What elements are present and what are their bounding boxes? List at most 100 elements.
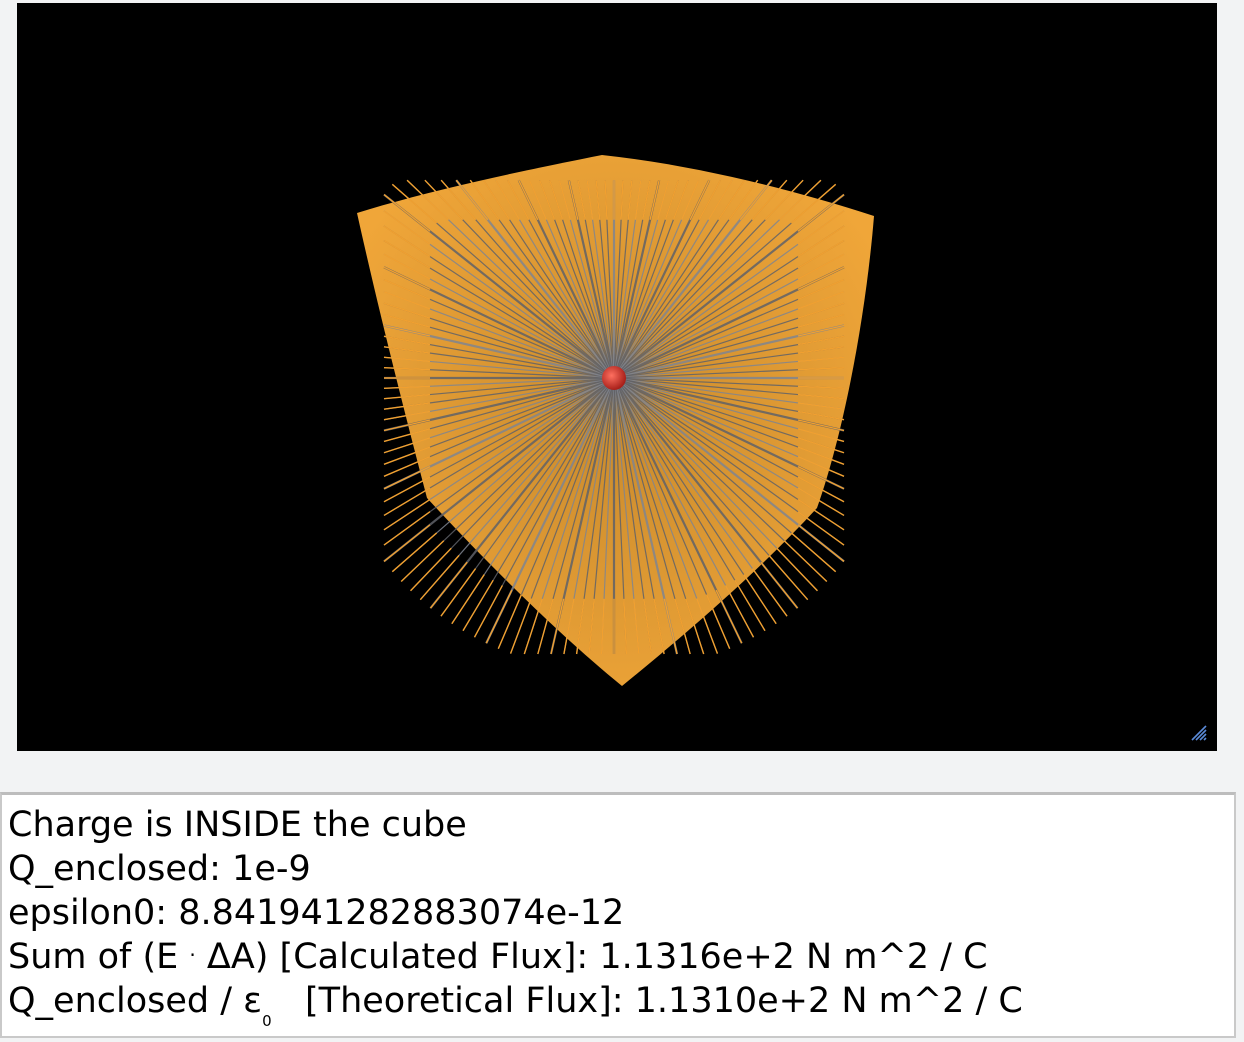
flux-arrow-tip: [797, 225, 845, 258]
flux-arrow-tip: [797, 487, 845, 517]
q-enclosed-text: Q_enclosed: 1e-9: [8, 849, 311, 889]
flux-arrow-tip: [797, 291, 845, 310]
flux-arrow-tip: [518, 179, 539, 221]
flux-arrow-tip: [383, 511, 431, 546]
flux-arrow-tip: [698, 179, 722, 221]
flux-arrow-tip: [728, 179, 759, 221]
flux-arrow-tip: [664, 179, 679, 220]
flux-arrow-tip: [383, 524, 431, 562]
flux-arrow-tip: [715, 589, 743, 644]
flux-arrow-tip: [383, 476, 431, 503]
flux-arrow-tip: [383, 393, 431, 400]
theoretical-flux-suffix: [Theoretical Flux]: 1.1310e+2 N m^2 / C: [305, 981, 1023, 1021]
calculated-flux-text: Sum of (E · ΔA) [Calculated Flux]: 1.131…: [8, 935, 1234, 979]
flux-arrow-tip: [797, 428, 845, 443]
flux-arrow-tip: [790, 532, 837, 573]
flux-arrow-tip: [595, 180, 601, 220]
flux-arrow-tip: [383, 356, 431, 363]
flux-arrow-tip: [383, 210, 431, 245]
flux-arrow-tip: [751, 179, 788, 221]
flux-arrow-tip: [383, 487, 431, 517]
calculated-flux-suffix: ΔA) [Calculated Flux]: 1.1316e+2 N m^2 /…: [206, 937, 988, 977]
flux-arrow-tip: [797, 524, 845, 562]
flux-arrow-tip: [485, 589, 513, 644]
flux-arrow-tip: [705, 594, 731, 649]
flux-arrow-tip: [797, 456, 845, 477]
epsilon0-text: epsilon0: 8.841941282883074e-12: [8, 893, 625, 933]
flux-arrow-tip: [406, 179, 449, 221]
flux-arrow-tip: [797, 279, 845, 300]
point-charge[interactable]: [602, 366, 626, 390]
gauss-cube-visualization[interactable]: [17, 3, 1217, 751]
flux-arrow-tip: [620, 180, 624, 220]
flux-arrow-tip: [797, 446, 845, 465]
flux-arrow-tip: [623, 598, 628, 655]
flux-arrow-tip: [383, 279, 431, 300]
flux-arrow-tip: [383, 313, 431, 328]
flux-arrow-tip: [600, 598, 605, 655]
3d-scene-canvas[interactable]: [17, 3, 1217, 751]
resize-grip-icon[interactable]: [1189, 723, 1207, 741]
flux-arrow-tip: [383, 402, 431, 410]
charge-status-text: Charge is INSIDE the cube: [8, 805, 467, 845]
flux-arrow-tip: [586, 180, 594, 220]
flux-arrow-tip: [383, 239, 431, 269]
flux-arrow-tip: [383, 253, 431, 280]
flux-arrow-tip: [649, 180, 660, 220]
flux-arrow-tip: [797, 465, 845, 490]
flux-arrow-tip: [779, 179, 822, 221]
flux-arrow-tip: [383, 291, 431, 310]
flux-arrow-tip: [768, 554, 809, 601]
flux-arrow-tip: [674, 598, 691, 655]
flux-arrow-tip: [440, 179, 477, 221]
flux-arrow-tip: [391, 532, 438, 573]
flux-arrow-tip: [797, 302, 845, 319]
flux-arrow-tip: [568, 180, 579, 220]
output-panel: Charge is INSIDE the cube Q_enclosed: 1e…: [0, 792, 1236, 1038]
flux-arrow-tip: [739, 179, 773, 221]
flux-arrow-tip: [383, 446, 431, 465]
flux-arrow-tip: [429, 561, 468, 609]
flux-arrow-tip: [383, 456, 431, 477]
flux-arrow-tip: [797, 366, 845, 371]
flux-arrow-tip: [634, 180, 642, 220]
flux-arrow-tip: [383, 428, 431, 443]
flux-arrow-tip: [672, 179, 689, 221]
flux-arrow-tip: [383, 385, 431, 390]
flux-arrow-tip: [383, 437, 431, 454]
flux-arrow-tip: [391, 183, 438, 224]
flux-arrow-tip: [751, 568, 788, 617]
theoretical-flux-text: Q_enclosed / ε0 [Theoretical Flux]: 1.13…: [8, 979, 1234, 1029]
flux-arrow-tip: [764, 179, 804, 221]
flux-arrow-tip: [707, 179, 733, 221]
flux-arrow-tip: [383, 410, 431, 421]
flux-arrow-tip: [424, 179, 464, 221]
flux-arrow-tip: [383, 465, 431, 490]
flux-arrow-tip: [558, 180, 572, 220]
flux-arrow-tip: [497, 594, 523, 649]
flux-arrow-tip: [797, 335, 845, 346]
flux-arrow-tip: [473, 585, 504, 638]
flux-arrow-tip: [797, 410, 845, 421]
flux-arrow-tip: [440, 568, 477, 617]
flux-arrow-tip: [734, 579, 766, 632]
epsilon-subscript: 0: [262, 1012, 272, 1030]
flux-arrow-tip: [523, 598, 543, 655]
flux-arrow-tip: [797, 346, 845, 354]
flux-arrow-tip: [642, 180, 651, 220]
flux-arrow-tip: [797, 239, 845, 269]
flux-arrow-tip: [689, 179, 710, 221]
flux-arrow-tip: [685, 598, 705, 655]
flux-arrow-tip: [743, 574, 777, 625]
flux-arrow-tip: [549, 179, 564, 220]
flux-arrow-tip: [575, 598, 585, 655]
flux-arrow-tip: [462, 579, 494, 632]
flux-arrow-tip: [482, 179, 511, 221]
flux-arrow-tip: [577, 180, 586, 220]
flux-arrow-tip: [643, 598, 653, 655]
flux-arrow-tip: [550, 598, 565, 655]
flux-arrow-tip: [797, 393, 845, 400]
flux-arrow-tip: [383, 324, 431, 337]
flux-arrows: [383, 179, 845, 655]
